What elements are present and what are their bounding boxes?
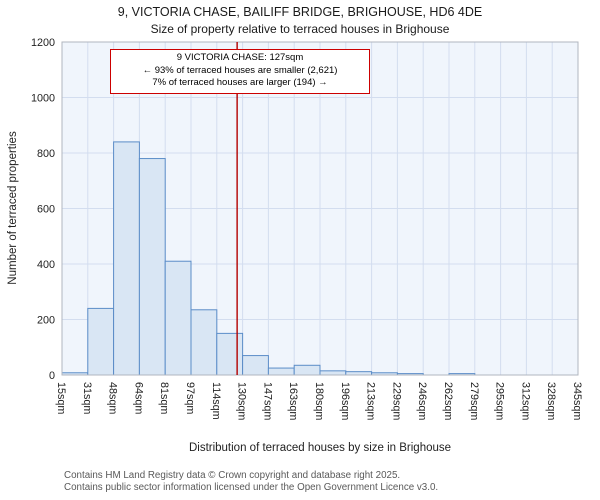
svg-text:600: 600 bbox=[37, 203, 55, 215]
chart-subtitle: Size of property relative to terraced ho… bbox=[150, 22, 450, 36]
attribution-footer: Contains HM Land Registry data © Crown c… bbox=[64, 470, 438, 493]
svg-text:114sqm: 114sqm bbox=[210, 382, 222, 420]
callout-larger-stat: 7% of terraced houses are larger (194) → bbox=[152, 77, 328, 88]
svg-text:213sqm: 213sqm bbox=[365, 382, 377, 420]
svg-text:196sqm: 196sqm bbox=[339, 382, 351, 420]
svg-text:15sqm: 15sqm bbox=[55, 382, 67, 414]
svg-text:147sqm: 147sqm bbox=[261, 382, 273, 420]
chart-title-line1: 9, VICTORIA CHASE, BAILIFF BRIDGE, BRIGH… bbox=[117, 5, 483, 19]
svg-text:130sqm: 130sqm bbox=[236, 382, 248, 420]
property-marker-callout: 9 VICTORIA CHASE: 127sqm ← 93% of terrac… bbox=[110, 49, 370, 94]
svg-text:312sqm: 312sqm bbox=[519, 382, 531, 420]
svg-text:1000: 1000 bbox=[31, 92, 55, 104]
callout-property-size: 9 VICTORIA CHASE: 127sqm bbox=[176, 52, 304, 63]
svg-text:163sqm: 163sqm bbox=[287, 382, 299, 420]
svg-text:400: 400 bbox=[37, 259, 55, 271]
svg-text:246sqm: 246sqm bbox=[416, 382, 428, 420]
callout-smaller-stat: ← 93% of terraced houses are smaller (2,… bbox=[142, 64, 338, 76]
svg-text:81sqm: 81sqm bbox=[158, 382, 170, 414]
svg-text:97sqm: 97sqm bbox=[184, 382, 196, 414]
svg-text:64sqm: 64sqm bbox=[132, 382, 144, 414]
svg-text:279sqm: 279sqm bbox=[468, 382, 480, 420]
svg-text:0: 0 bbox=[49, 370, 55, 382]
svg-text:180sqm: 180sqm bbox=[313, 382, 325, 420]
svg-text:48sqm: 48sqm bbox=[107, 382, 119, 414]
svg-text:262sqm: 262sqm bbox=[442, 382, 454, 420]
svg-text:31sqm: 31sqm bbox=[81, 382, 93, 414]
x-axis-label: Distribution of terraced houses by size … bbox=[188, 442, 452, 454]
chart-title: 9, VICTORIA CHASE, BAILIFF BRIDGE, BRIGH… bbox=[0, 4, 600, 37]
svg-text:229sqm: 229sqm bbox=[390, 382, 402, 420]
svg-text:200: 200 bbox=[37, 314, 55, 326]
svg-text:1200: 1200 bbox=[31, 37, 55, 49]
attribution-line1: Contains HM Land Registry data © Crown c… bbox=[64, 470, 401, 481]
svg-text:295sqm: 295sqm bbox=[494, 382, 506, 420]
svg-text:328sqm: 328sqm bbox=[545, 382, 557, 420]
attribution-line2: Contains public sector information licen… bbox=[64, 481, 439, 493]
svg-text:800: 800 bbox=[37, 148, 55, 160]
y-axis-label: Number of terraced properties bbox=[7, 131, 19, 285]
svg-text:345sqm: 345sqm bbox=[571, 382, 583, 420]
